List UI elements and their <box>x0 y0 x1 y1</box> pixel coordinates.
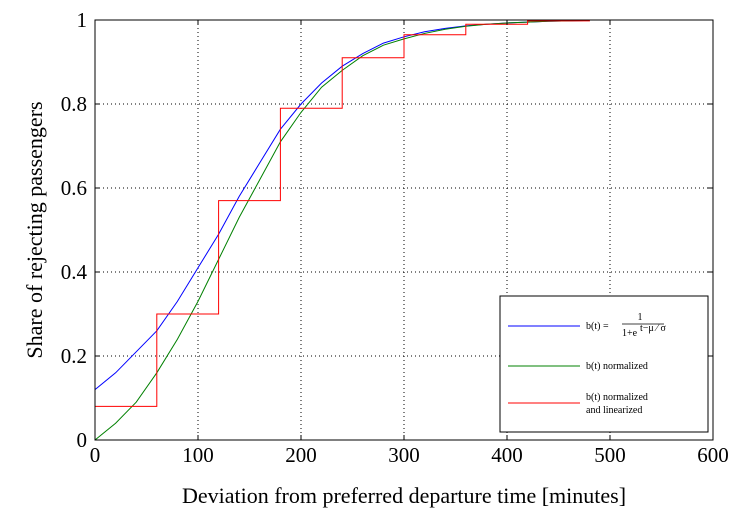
x-axis-label: Deviation from preferred departure time … <box>182 483 626 508</box>
y-tick-label: 0.2 <box>61 344 87 368</box>
y-tick-label: 0 <box>77 428 88 452</box>
tick-layer: 0 100 200 300 400 500 600 0 0.2 0.4 0.6 0.8 1 <box>61 8 729 467</box>
x-tick-label: 300 <box>388 443 420 467</box>
y-tick-label: 1 <box>77 8 88 32</box>
x-tick-label: 200 <box>285 443 317 467</box>
x-tick-label: 0 <box>90 443 101 467</box>
x-tick-label: 400 <box>491 443 523 467</box>
legend-formula-denominator: 1+e <box>622 328 638 339</box>
x-tick-label: 600 <box>697 443 729 467</box>
series-3-line <box>94 20 590 424</box>
y-tick-label: 0.4 <box>61 260 88 284</box>
x-tick-label: 100 <box>182 443 214 467</box>
y-tick-label: 0.6 <box>61 176 87 200</box>
legend-formula-numerator: 1 <box>638 312 643 323</box>
legend-label-series-2: b(t) normalized <box>586 361 648 372</box>
legend-box <box>499 295 709 433</box>
legend-label-series-1: b(t) = <box>586 321 651 332</box>
legend-formula-exponent: t−μ ⁄ σ <box>640 323 666 334</box>
x-tick-label: 500 <box>594 443 626 467</box>
legend-label-series-3-line-2: and linearized <box>586 405 642 416</box>
y-axis-label: Share of rejecting passengers <box>22 101 47 358</box>
legend-label-series-3-line-1: b(t) normalized <box>586 392 648 403</box>
grid <box>95 20 713 440</box>
y-tick-label: 0.8 <box>61 92 87 116</box>
legend: b(t) = 1 1+e t−μ ⁄ σ b(t) normalized b(t… <box>499 295 709 433</box>
